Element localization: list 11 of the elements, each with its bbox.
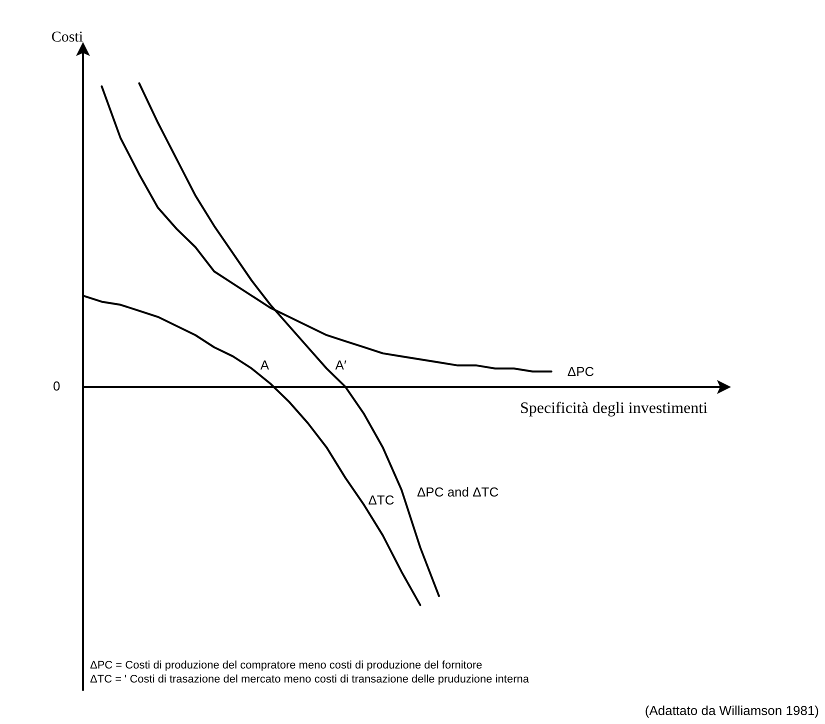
text: ΔTC = ' Costi di trasazione del mercato meno costi di transazione delle pruduzione interna <box>90 674 530 686</box>
annotation: A <box>260 358 270 373</box>
series-label: ΔPC and ΔTC <box>416 484 499 500</box>
series-label: ΔTC <box>368 492 394 508</box>
x-axis-title: Specificità degli investimenti <box>520 400 708 418</box>
text: 0 <box>53 378 60 394</box>
y-axis-title: Costi <box>51 30 83 46</box>
text: (Adattato da Williamson 1981) <box>644 703 820 718</box>
series-label: ΔPC <box>567 364 594 379</box>
text: ΔPC = Costi di produzione del compratore meno costi di produzione del fornitore <box>90 660 482 672</box>
annotation: A′ <box>335 358 347 373</box>
